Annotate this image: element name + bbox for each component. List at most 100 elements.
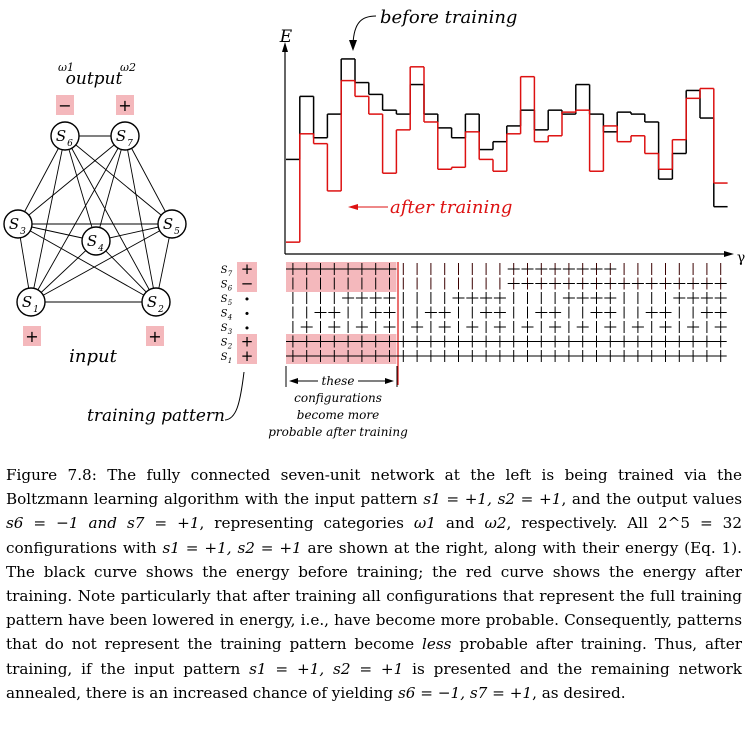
caption-math-output: s6 = −1 and s7 = +1	[6, 514, 200, 533]
bracket-text-2: configurations	[294, 391, 382, 405]
training-sign-s6: −	[241, 275, 254, 293]
row-sub-s7: 7	[228, 270, 233, 278]
row-label-s4: S	[221, 309, 228, 320]
node-label-s4: S	[87, 232, 97, 250]
training-sign-s7: +	[241, 260, 254, 278]
x-axis-arrow	[724, 251, 734, 257]
edge-s7-s4	[95, 135, 126, 242]
output-label: output	[66, 69, 123, 89]
before-pointer-arrow	[349, 40, 357, 51]
node-label-s1: S	[22, 293, 32, 311]
row-label-s2: S	[221, 338, 228, 349]
after-pointer-arrow	[348, 204, 358, 210]
training-sign-s2: +	[241, 333, 254, 351]
edge-s3-s2	[17, 223, 157, 303]
node-sub-s2: 2	[157, 305, 164, 315]
row-label-s1: S	[221, 352, 228, 363]
row-sub-s2: 2	[227, 343, 233, 351]
row-label-s3: S	[221, 323, 228, 334]
node-sub-s6: 6	[67, 139, 73, 149]
node-label-s3: S	[9, 215, 19, 233]
node-sub-s3: 3	[20, 227, 26, 237]
training-pattern-pointer	[224, 371, 245, 421]
training-pattern-column: +−•••++	[237, 260, 257, 365]
edge-s6-s1	[30, 135, 66, 303]
highlight-top	[286, 262, 397, 292]
edge-s6-s5	[64, 135, 173, 225]
edge-s6-s3	[17, 135, 66, 225]
y-axis-arrow	[282, 42, 288, 52]
caption-part-9: is presented and the remaining network a…	[6, 659, 743, 702]
energy-chart: E γ before training after training	[279, 7, 745, 266]
row-sub-s6: 6	[228, 285, 233, 293]
caption-math-input-2: s1 = +1, s2 = +1	[249, 659, 404, 678]
input-sign-box-s1	[23, 326, 41, 346]
caption-part-8: probable after training. Thus, after tra…	[6, 635, 742, 678]
bracket-text-1: these	[322, 374, 355, 388]
edge-s7-s3	[17, 135, 126, 225]
highlight-bracket: these configurations become more probabl…	[268, 366, 408, 439]
output-sign-s7: +	[118, 96, 131, 115]
training-box-top	[237, 262, 257, 292]
edge-s7-s2	[124, 135, 157, 303]
input-label: input	[69, 346, 117, 367]
configuration-grid	[286, 263, 727, 362]
row-label-s5: S	[221, 294, 228, 305]
series-after-training	[286, 66, 728, 243]
row-label-s7: S	[221, 265, 228, 276]
after-training-label: after training	[390, 197, 512, 218]
training-sign-s3: •	[244, 322, 251, 335]
caption-math-input: s1 = +1, s2 = +1	[423, 490, 562, 509]
edge-s4-s1	[30, 240, 97, 303]
caption-part-5: configurations with	[6, 538, 163, 557]
node-sub-s1: 1	[33, 305, 39, 315]
node-label-s7: S	[116, 127, 126, 145]
output-sign-box-s7	[116, 95, 134, 115]
edge-s7-s1	[30, 135, 126, 303]
row-sub-s5: 5	[228, 299, 233, 307]
caption-math-cond: s1 = +1, s2 = +1	[162, 538, 302, 557]
edge-s7-s5	[124, 135, 173, 225]
output-sign-box-s6	[56, 95, 74, 115]
input-sign-box-s2	[146, 326, 164, 346]
caption-part-1: , and the output values	[561, 490, 743, 509]
node-sub-s4: 4	[97, 244, 104, 254]
caption-part-4: , respectively. All	[506, 514, 658, 533]
caption-math-count: 2^5 = 32	[657, 514, 743, 533]
figure: S 6 S 7S 3 S 5S 4S 1 S 2 output ω1 ω2 input traini…	[3, 7, 745, 439]
training-sign-s1: +	[241, 347, 254, 365]
bracket-text-4: probable after training	[268, 425, 408, 439]
row-label-s6: S	[221, 280, 228, 291]
training-sign-s5: •	[244, 293, 251, 306]
node-sub-s5: 5	[174, 227, 180, 237]
bracket-text-3: become more	[297, 408, 379, 422]
highlight-bottom	[286, 334, 397, 364]
network-nodes: S 6 S 7S 3 S 5S 4S 1 S 2	[3, 121, 187, 317]
node-label-s6: S	[56, 127, 66, 145]
edge-s5-s1	[30, 223, 173, 303]
row-sub-s1: 1	[228, 357, 232, 365]
omega2-label: ω2	[120, 61, 136, 74]
caption-math-omega1: ω1	[413, 514, 436, 533]
caption-part-0: The fully connected seven-unit network a…	[6, 466, 742, 509]
omega1-label: ω1	[58, 61, 74, 74]
training-sign-s4: •	[244, 308, 251, 321]
caption-part-10: , as desired.	[532, 683, 626, 702]
row-labels: S 7S 6S 5S 4S 3S 2S 1	[221, 265, 233, 365]
x-axis-label: γ	[737, 250, 745, 266]
row-sub-s4: 4	[227, 314, 232, 322]
node-sub-s7: 7	[127, 139, 133, 149]
caption-math-omega2: ω2	[484, 514, 507, 533]
training-box-bottom	[237, 334, 257, 364]
input-sign-s2: +	[148, 327, 161, 346]
caption-figure-number: Figure 7.8:	[6, 466, 97, 484]
network-edges	[17, 135, 173, 303]
bracket-left-arrow	[289, 378, 298, 384]
